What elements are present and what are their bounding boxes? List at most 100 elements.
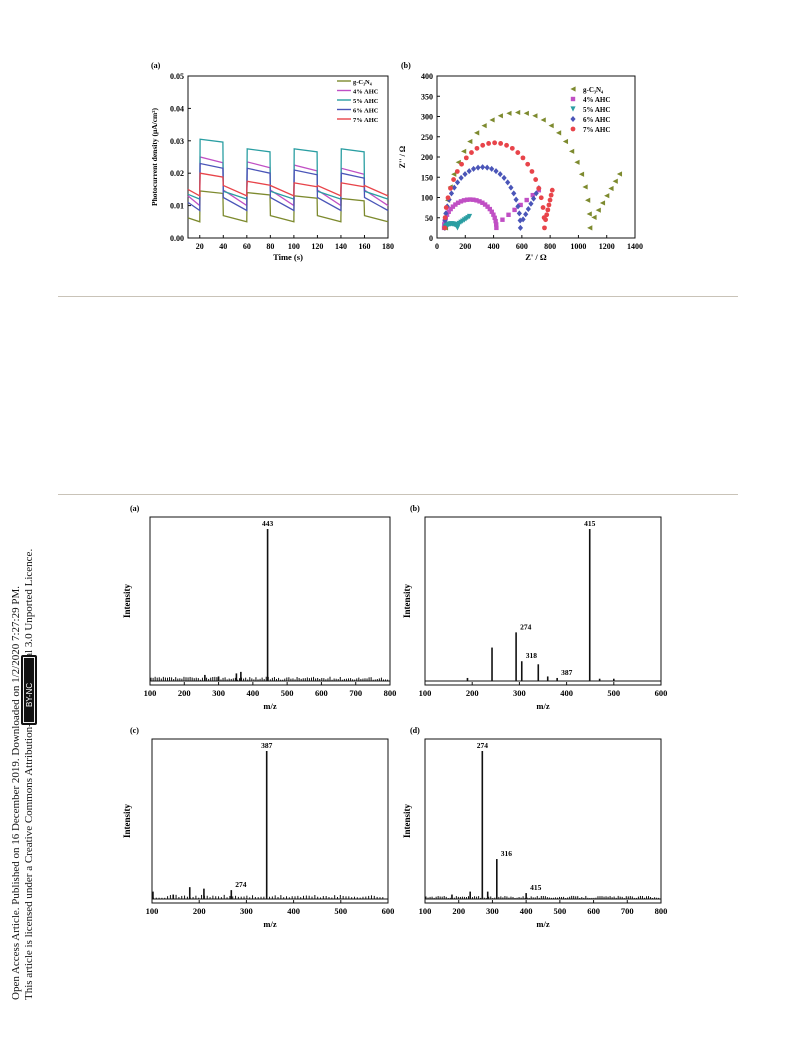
panel-label: (b): [410, 504, 420, 513]
x-tick-label: 400: [287, 906, 300, 916]
peak-label-0: 274: [477, 741, 489, 750]
series-point-3: [462, 171, 468, 178]
y-axis-label: Intensity: [122, 584, 132, 619]
series-point-1: [448, 206, 453, 212]
peak-label-2: 318: [526, 651, 538, 660]
x-tick-label: 800: [544, 242, 556, 251]
x-tick-label: 600: [315, 688, 328, 698]
series-point-0: [587, 225, 593, 231]
x-tick-label: 200: [466, 688, 479, 698]
license-notice[interactable]: This article is licensed under a Creativ…: [23, 548, 35, 1000]
panel-label: (a): [130, 504, 140, 513]
series-point-0: [474, 130, 480, 136]
series-point-3: [466, 168, 472, 175]
x-tick-label: 500: [553, 906, 566, 916]
series-point-3: [513, 196, 519, 203]
y-tick-label: 0.03: [170, 137, 184, 146]
x-tick-label: 200: [193, 906, 206, 916]
peak-label-0: 415: [584, 519, 596, 528]
series-point-1: [450, 204, 456, 209]
x-tick-label: 800: [384, 688, 397, 698]
x-tick-label: 100: [419, 688, 432, 698]
series-point-4: [515, 150, 521, 155]
series-point-4: [548, 192, 554, 198]
series-point-0: [451, 171, 457, 177]
eis-nyquist-chart: 0 200 400 600 800 1000 1200 1400 0 50 100 150 200 250…: [398, 61, 643, 262]
x-tick-label: 1400: [627, 242, 643, 251]
left-margin-sidebar: Open Access Article. Published on 16 Dec…: [0, 0, 40, 1039]
series-point-0: [562, 138, 569, 145]
series-point-1: [471, 197, 476, 202]
y-tick-label: 0.04: [170, 104, 184, 113]
series-point-0: [569, 148, 575, 154]
peak-label-6: 387: [561, 668, 573, 677]
y-tick-label: 300: [421, 113, 433, 122]
series-point-1: [464, 197, 470, 202]
series-point-4: [474, 145, 480, 151]
section-divider-top: [58, 296, 738, 297]
x-axis-label: m/z: [263, 919, 276, 929]
series-point-4: [459, 161, 464, 167]
y-axis-label: Photocurrent density (μA/cm²): [150, 107, 159, 206]
y-tick-label: 0.05: [170, 72, 184, 81]
mass-spectrum-b: 100 200 300 400 500 600 m/z Intensity (b) 415 274 3…: [402, 504, 668, 711]
series-point-4: [451, 177, 457, 182]
x-tick-label: 300: [486, 906, 499, 916]
series-point-3: [511, 190, 517, 197]
series-line-2: [187, 138, 389, 201]
series-point-1: [477, 199, 482, 204]
panel-label: (d): [410, 726, 420, 735]
series-point-0: [595, 207, 601, 213]
legend-label-0: g-C₃N₄: [583, 86, 604, 94]
y-tick-label: 250: [421, 133, 433, 142]
series-point-4: [549, 187, 555, 193]
series-point-3: [505, 179, 511, 186]
x-tick-label: 120: [311, 242, 323, 251]
panel-label: (c): [130, 726, 139, 735]
x-tick-label: 400: [520, 906, 533, 916]
series-point-0: [574, 159, 580, 165]
legend-label-4: 7% AHC: [353, 117, 379, 124]
x-tick-label: 100: [144, 688, 157, 698]
peak-label-0: 443: [262, 519, 274, 528]
series-point-4: [504, 142, 509, 148]
peak-label-1: 274: [520, 622, 532, 631]
panel-label: (b): [401, 61, 411, 70]
article-notice: Open Access Article. Published on 16 Dec…: [10, 549, 36, 1000]
series-point-3: [517, 224, 524, 231]
series-point-4: [480, 142, 486, 148]
series-point-1: [493, 218, 498, 224]
mass-spectrum-d: 100 200 300 400 500 600 700 800 m/z Intensity (d) 2…: [402, 726, 667, 929]
x-tick-label: 700: [349, 688, 362, 698]
series-point-3: [533, 190, 539, 197]
x-tick-label: 60: [243, 242, 251, 251]
x-tick-label: 140: [335, 242, 347, 251]
series-point-3: [501, 174, 507, 181]
y-tick-label: 0.01: [170, 202, 184, 211]
y-axis-label: Intensity: [402, 804, 412, 839]
series-point-3: [516, 210, 522, 217]
series-point-3: [484, 164, 490, 171]
x-axis-label: m/z: [536, 701, 549, 711]
series-point-3: [523, 211, 529, 218]
x-tick-label: 600: [655, 688, 668, 698]
series-point-1: [512, 207, 517, 213]
legend-label-3: 6% AHC: [583, 116, 610, 124]
series-point-0: [467, 138, 473, 145]
x-tick-label: 100: [146, 906, 159, 916]
x-tick-label: 500: [607, 688, 620, 698]
series-point-3: [508, 184, 514, 191]
section-divider-bottom: [58, 494, 738, 495]
series-point-0: [506, 110, 512, 116]
plot-frame: [424, 516, 662, 686]
creative-commons-icon[interactable]: BY-NC: [21, 655, 37, 725]
legend-marker-4: [570, 126, 576, 132]
legend-marker-0: [570, 86, 576, 92]
x-tick-label: 180: [382, 242, 394, 251]
y-axis-label: Z'' / Ω: [398, 145, 407, 168]
series-line-4: [187, 172, 389, 198]
x-tick-label: 300: [212, 688, 225, 698]
series-line-0: [187, 190, 389, 223]
peak-label-2: 415: [530, 883, 542, 892]
series-point-1: [492, 215, 497, 221]
